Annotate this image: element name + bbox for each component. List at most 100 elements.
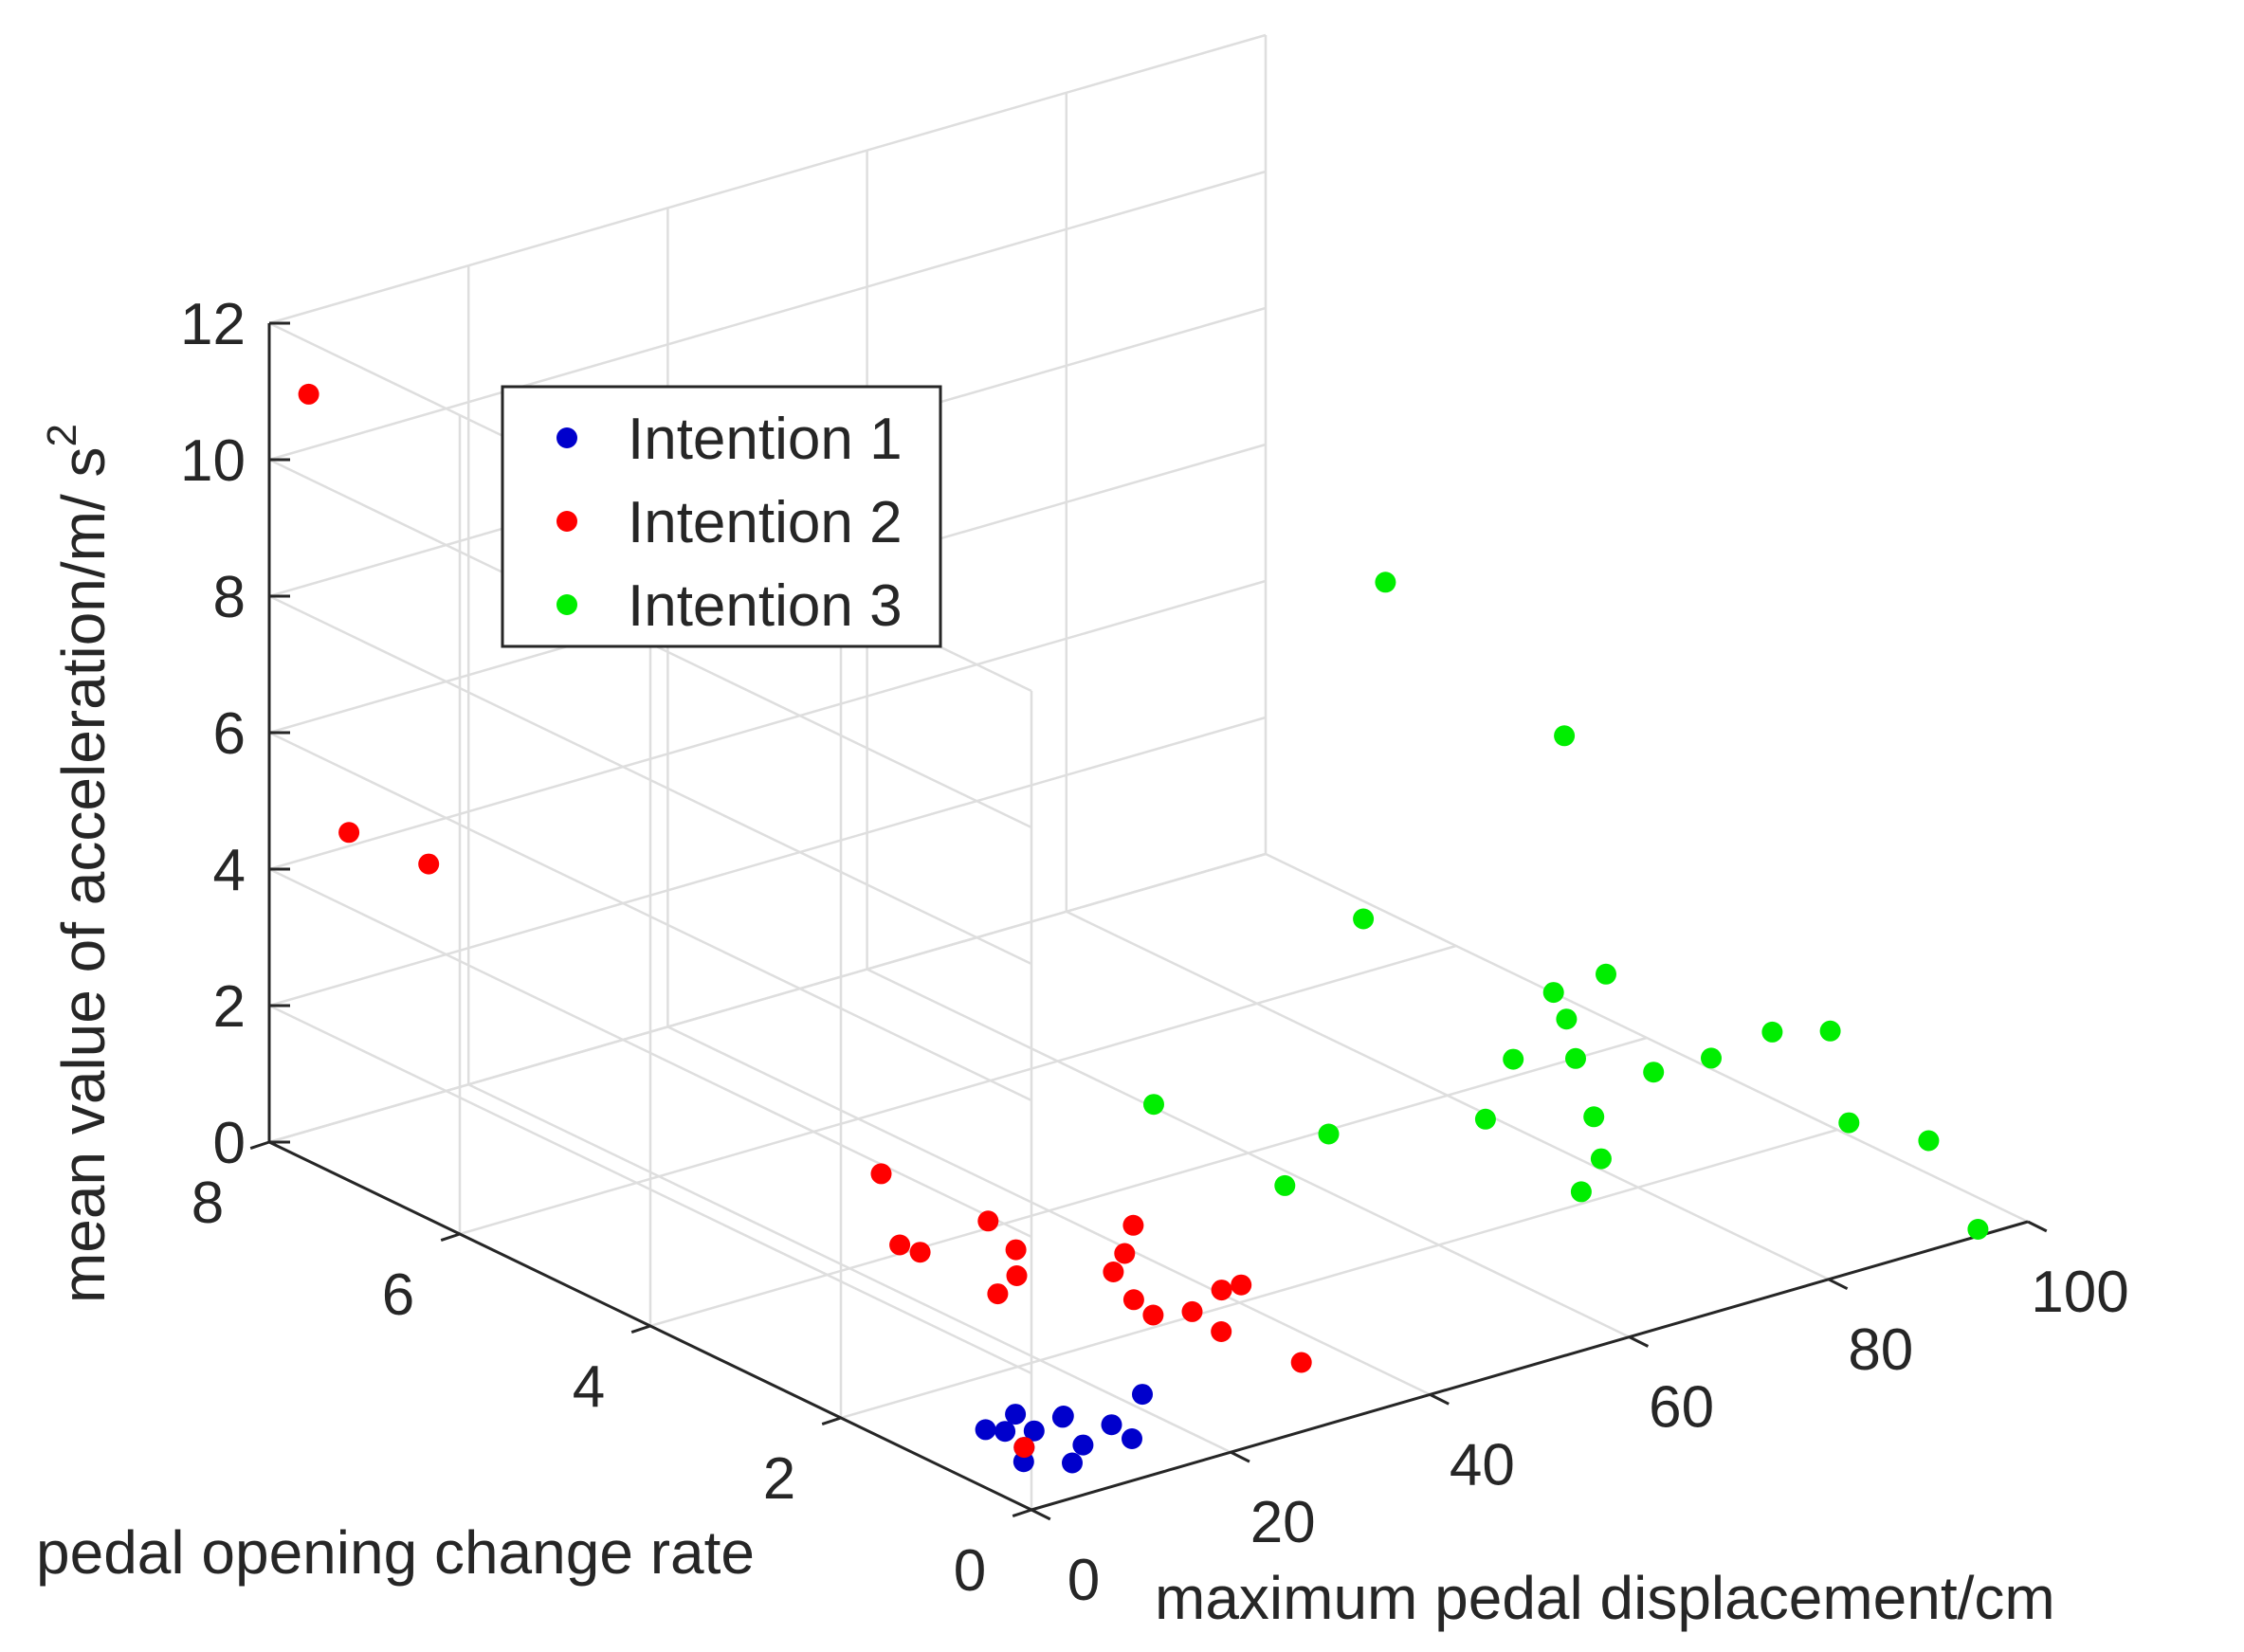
point-intention-2: [1005, 1239, 1027, 1261]
point-intention-2: [870, 1163, 892, 1185]
z-tick-label: 2: [213, 974, 246, 1040]
point-intention-3: [1353, 908, 1375, 930]
z-tick-label: 4: [213, 838, 246, 903]
legend-marker-intention-2: [556, 511, 577, 532]
z-axis-label: mean value of acceleration/m/ s2: [39, 424, 118, 1303]
grid-backwall-z: [268, 852, 1267, 1144]
grid-floor-y: [840, 1128, 1838, 1420]
y-tick-mark: [821, 1416, 842, 1426]
y-tick-mark: [630, 1324, 651, 1334]
grid-backwall-z: [268, 170, 1267, 462]
point-intention-3: [1583, 1106, 1605, 1128]
point-intention-3: [1474, 1108, 1496, 1130]
point-intention-3: [1838, 1112, 1860, 1134]
x-tick-mark: [1828, 1278, 1849, 1291]
point-intention-2: [977, 1210, 999, 1232]
point-intention-2: [1103, 1262, 1124, 1282]
y-tick-mark: [440, 1232, 461, 1243]
point-intention-3: [1701, 1047, 1722, 1069]
point-intention-2: [1231, 1274, 1252, 1296]
point-intention-1: [1122, 1428, 1142, 1449]
legend-label-intention-2: Intention 2: [628, 490, 903, 555]
point-intention-3: [1274, 1174, 1296, 1196]
y-tick-mark: [249, 1140, 270, 1151]
point-intention-2: [1290, 1352, 1312, 1373]
x-tick-mark: [1230, 1450, 1250, 1463]
grid-floor-y: [649, 1036, 1648, 1328]
point-intention-3: [1643, 1062, 1665, 1083]
point-intention-2: [1006, 1265, 1028, 1286]
point-intention-2: [1013, 1437, 1035, 1459]
point-intention-2: [1122, 1289, 1144, 1311]
z-tick-label: 10: [180, 428, 246, 494]
point-intention-3: [1565, 1047, 1586, 1069]
x-tick-label: 20: [1250, 1490, 1316, 1555]
y-tick-label: 6: [382, 1262, 414, 1328]
point-intention-3: [1143, 1094, 1164, 1116]
x-tick-label: 0: [1067, 1548, 1100, 1613]
point-intention-2: [418, 853, 440, 875]
x-tick-mark: [1031, 1508, 1051, 1521]
point-intention-2: [889, 1234, 911, 1256]
grid-backwall-z: [268, 579, 1267, 871]
point-intention-1: [1005, 1404, 1027, 1425]
x-tick-mark: [2027, 1220, 2048, 1233]
x-axis-label: maximum pedal displacement/cm: [1155, 1564, 2055, 1632]
grid-backwall-z: [268, 716, 1267, 1008]
legend-label-intention-3: Intention 3: [628, 573, 903, 639]
z-tick-label: 0: [213, 1111, 246, 1176]
point-intention-1: [1062, 1452, 1083, 1474]
grid-lines: [267, 33, 2029, 1512]
legend-label-intention-1: Intention 1: [628, 407, 903, 472]
x-tick-label: 80: [1848, 1317, 1913, 1383]
point-intention-3: [1375, 572, 1396, 593]
point-intention-3: [1570, 1181, 1592, 1203]
z-axis-label-main: mean value of acceleration/m/ s: [49, 446, 118, 1303]
legend-marker-intention-1: [556, 427, 577, 448]
x-tick-label: 60: [1649, 1375, 1714, 1441]
y-tick-mark: [1012, 1508, 1032, 1518]
grid-sidewall-z: [268, 867, 1032, 1239]
y-tick-label: 2: [763, 1446, 795, 1512]
point-intention-3: [1967, 1219, 1989, 1240]
grid-sidewall-z: [268, 594, 1032, 966]
axes: [249, 321, 2048, 1521]
point-intention-1: [1052, 1406, 1074, 1426]
point-intention-2: [1211, 1321, 1232, 1342]
point-intention-3: [1542, 982, 1564, 1004]
point-intention-2: [1181, 1300, 1203, 1322]
point-intention-1: [1023, 1420, 1045, 1442]
point-intention-2: [909, 1242, 931, 1263]
point-intention-1: [1101, 1414, 1122, 1436]
y-axis-label: pedal opening change rate: [36, 1518, 755, 1587]
point-intention-3: [1596, 963, 1616, 985]
x-tick-mark: [1429, 1393, 1450, 1406]
data-points: [298, 383, 1989, 1474]
y-tick-label: 4: [573, 1354, 605, 1420]
point-intention-3: [1761, 1021, 1783, 1043]
grid-sidewall-z: [268, 731, 1032, 1102]
point-intention-2: [298, 383, 319, 405]
point-intention-2: [1114, 1243, 1136, 1264]
legend-marker-intention-3: [556, 594, 577, 615]
grid-floor-y: [459, 944, 1457, 1236]
point-intention-3: [1918, 1130, 1940, 1152]
point-intention-1: [1072, 1434, 1094, 1456]
y-tick-label: 8: [192, 1171, 224, 1236]
z-tick-label: 8: [213, 565, 246, 630]
legend: Intention 1 Intention 2 Intention 3: [501, 385, 942, 648]
point-intention-1: [975, 1419, 996, 1441]
point-intention-2: [338, 822, 360, 844]
point-intention-1: [994, 1421, 1016, 1443]
grid-sidewall-z: [268, 1004, 1032, 1375]
point-intention-3: [1318, 1123, 1340, 1145]
point-intention-3: [1503, 1048, 1524, 1070]
y-tick-label: 0: [954, 1538, 986, 1604]
point-intention-3: [1590, 1148, 1612, 1170]
grid-backwall-z: [268, 33, 1267, 325]
point-intention-2: [1211, 1280, 1232, 1301]
point-intention-2: [987, 1283, 1009, 1305]
point-intention-3: [1556, 1008, 1578, 1030]
